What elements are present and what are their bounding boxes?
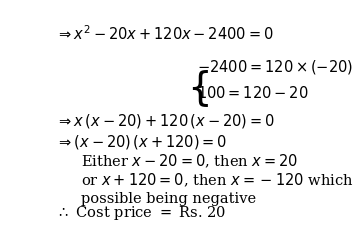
Text: $100 = 120 - 20$: $100 = 120 - 20$ — [197, 85, 308, 101]
Text: $\therefore$ Cost price $=$ Rs. 20: $\therefore$ Cost price $=$ Rs. 20 — [56, 204, 226, 222]
Text: possible being negative: possible being negative — [81, 192, 256, 206]
Text: or $x + 120 = 0$, then $x = -120$ which is not: or $x + 120 = 0$, then $x = -120$ which … — [81, 172, 357, 189]
Text: $\Rightarrow x^2 - 20x + 120x - 2400 = 0$: $\Rightarrow x^2 - 20x + 120x - 2400 = 0… — [56, 25, 273, 43]
Text: $\Rightarrow x\,(x - 20) + 120\,(x - 20) = 0$: $\Rightarrow x\,(x - 20) + 120\,(x - 20)… — [56, 112, 275, 129]
Text: $\Rightarrow (x - 20)\,(x + 120) = 0$: $\Rightarrow (x - 20)\,(x + 120) = 0$ — [56, 133, 227, 151]
Text: $\{$: $\{$ — [187, 68, 209, 109]
Text: Either $x - 20 = 0$, then $x = 20$: Either $x - 20 = 0$, then $x = 20$ — [81, 152, 298, 170]
Text: $-2400 = 120 \times (-20)$: $-2400 = 120 \times (-20)$ — [197, 58, 353, 76]
